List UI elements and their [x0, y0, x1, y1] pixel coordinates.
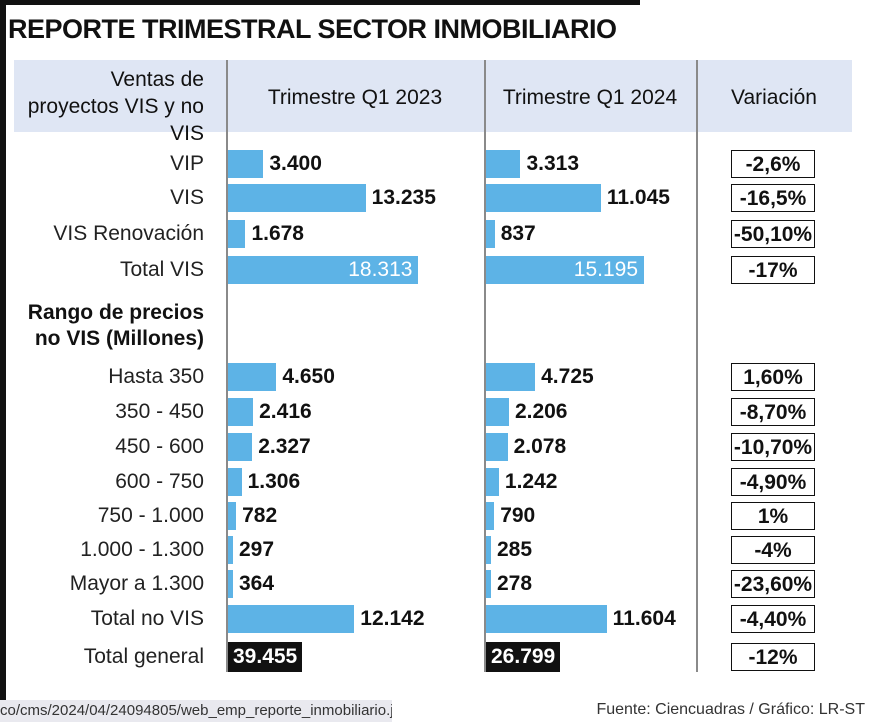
row-label: Total no VIS: [90, 607, 204, 630]
value-label-q2024: 790: [500, 504, 536, 527]
variation-value: -8,70%: [731, 398, 815, 426]
bar-q2023: [228, 256, 419, 284]
value-label-q2023: 297: [239, 538, 275, 561]
total-general-value-q2024: 26.799: [486, 642, 561, 672]
bar-q2024: [486, 184, 601, 212]
value-label-q2023: 2.327: [258, 435, 311, 458]
row-label: Mayor a 1.300: [69, 572, 204, 595]
variation-value: -50,10%: [731, 220, 815, 248]
variation-value: -4%: [731, 536, 815, 564]
variation-value: 1%: [731, 502, 815, 530]
bar-q2024: [486, 536, 491, 564]
row-label: 350 - 450: [115, 400, 204, 423]
bar-q2023: [228, 605, 355, 633]
bar-q2023: [228, 398, 254, 426]
bar-q2023: [228, 184, 366, 212]
bar-q2024: [486, 605, 607, 633]
bar-q2024: [486, 220, 495, 248]
bar-q2024: [486, 502, 495, 530]
row-label: 750 - 1.000: [97, 504, 204, 527]
row-label: VIS: [170, 186, 204, 209]
image-url: co/cms/2024/04/24094805/web_emp_reporte_…: [0, 700, 392, 722]
header-q1-2024: Trimestre Q1 2024: [502, 86, 678, 109]
value-label-q2024: 2.206: [514, 400, 568, 423]
value-label-q2024: 1.242: [504, 470, 558, 493]
header-q1-2023: Trimestre Q1 2023: [267, 86, 443, 109]
variation-value: -2,6%: [731, 150, 815, 178]
bar-q2024: [486, 398, 509, 426]
bar-q2024: [486, 468, 499, 496]
value-label-q2024: 11.604: [612, 607, 676, 630]
value-label-q2024: 285: [497, 538, 533, 561]
variation-value: -12%: [731, 643, 815, 671]
row-label: Total general: [83, 645, 204, 668]
value-label-q2024: 2.078: [513, 435, 567, 458]
value-label-q2024: 837: [500, 222, 536, 245]
bar-q2024: [486, 433, 508, 461]
column-divider: [696, 60, 698, 672]
total-general-value-q2023: 39.455: [228, 642, 303, 672]
chart-title: REPORTE TRIMESTRAL SECTOR INMOBILIARIO: [8, 14, 617, 44]
bar-q2024: [486, 150, 521, 178]
row-label: Hasta 350: [108, 365, 204, 388]
source-note: Fuente: Ciencuadras / Gráfico: LR-ST: [596, 701, 865, 718]
header-sales: Ventas de proyectos VIS y no VIS: [27, 68, 204, 145]
value-label-q2023: 782: [242, 504, 278, 527]
bar-q2023: [228, 502, 237, 530]
column-divider: [484, 60, 486, 672]
value-label-q2024: 15.195: [573, 258, 639, 281]
row-label: Total VIS: [119, 258, 204, 281]
value-label-q2023: 1.306: [247, 470, 301, 493]
value-label-q2024: 11.045: [606, 186, 670, 209]
row-label: 1.000 - 1.300: [80, 538, 204, 561]
variation-value: -16,5%: [731, 184, 815, 212]
top-rule: [0, 0, 640, 5]
bar-q2024: [486, 256, 645, 284]
value-label-q2024: 4.725: [541, 365, 594, 388]
section-price-range-label: Rango de precios no VIS (Millones): [27, 301, 204, 350]
bar-q2023: [228, 468, 242, 496]
bar-q2023: [228, 570, 233, 598]
row-label: VIP: [170, 152, 204, 175]
value-label-q2023: 18.313: [348, 258, 413, 281]
column-divider: [226, 60, 228, 672]
value-label-q2023: 1.678: [251, 222, 304, 245]
header-variation: Variación: [731, 86, 817, 109]
row-label: 600 - 750: [115, 470, 204, 493]
value-label-q2024: 278: [497, 572, 533, 595]
bar-q2023: [228, 433, 253, 461]
value-label-q2024: 3.313: [526, 152, 580, 175]
bar-q2023: [228, 220, 246, 248]
value-label-q2023: 4.650: [282, 365, 335, 388]
row-label: VIS Renovación: [53, 222, 204, 245]
variation-value: -10,70%: [731, 433, 815, 461]
value-label-q2023: 364: [239, 572, 275, 595]
bar-q2024: [486, 570, 491, 598]
left-rule: [0, 0, 6, 722]
value-label-q2023: 3.400: [269, 152, 322, 175]
variation-value: -4,40%: [731, 605, 815, 633]
row-label: 450 - 600: [115, 435, 204, 458]
variation-value: -4,90%: [731, 468, 815, 496]
value-label-q2023: 2.416: [259, 400, 312, 423]
variation-value: -17%: [731, 256, 815, 284]
variation-value: 1,60%: [731, 363, 815, 391]
value-label-q2023: 12.142: [360, 607, 425, 630]
variation-value: -23,60%: [731, 570, 815, 598]
bar-q2023: [228, 536, 233, 564]
header-band: [14, 60, 852, 132]
bar-q2023: [228, 150, 264, 178]
value-label-q2023: 13.235: [371, 186, 436, 209]
bar-q2023: [228, 363, 277, 391]
bar-q2024: [486, 363, 536, 391]
